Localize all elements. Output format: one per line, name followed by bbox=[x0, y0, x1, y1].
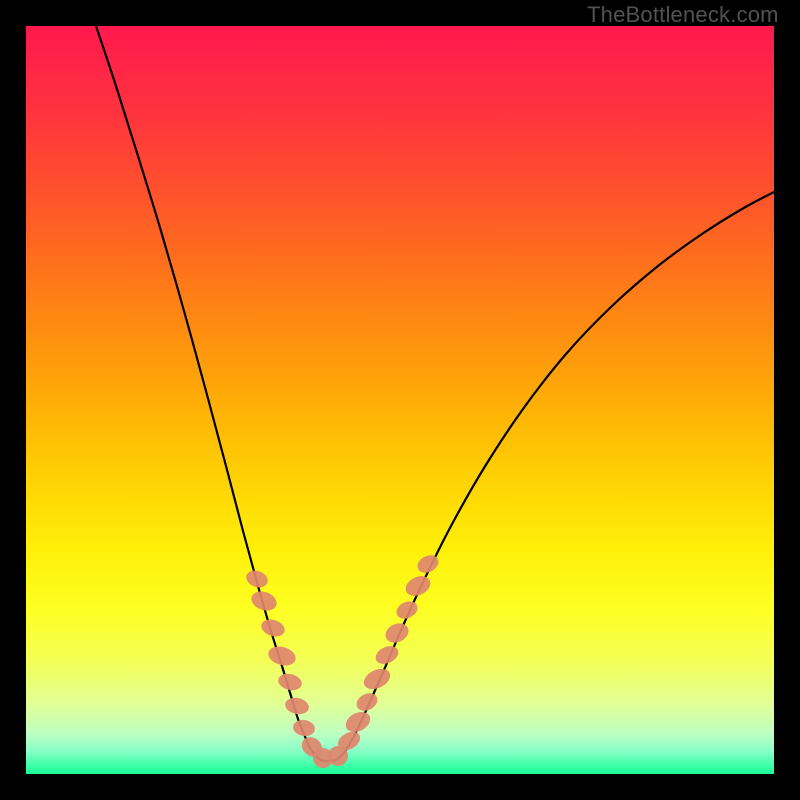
chart-svg bbox=[26, 26, 774, 774]
watermark-text: TheBottleneck.com bbox=[587, 2, 779, 28]
outer-frame bbox=[26, 26, 774, 774]
plot-area bbox=[26, 26, 774, 774]
gradient-background bbox=[26, 26, 774, 774]
